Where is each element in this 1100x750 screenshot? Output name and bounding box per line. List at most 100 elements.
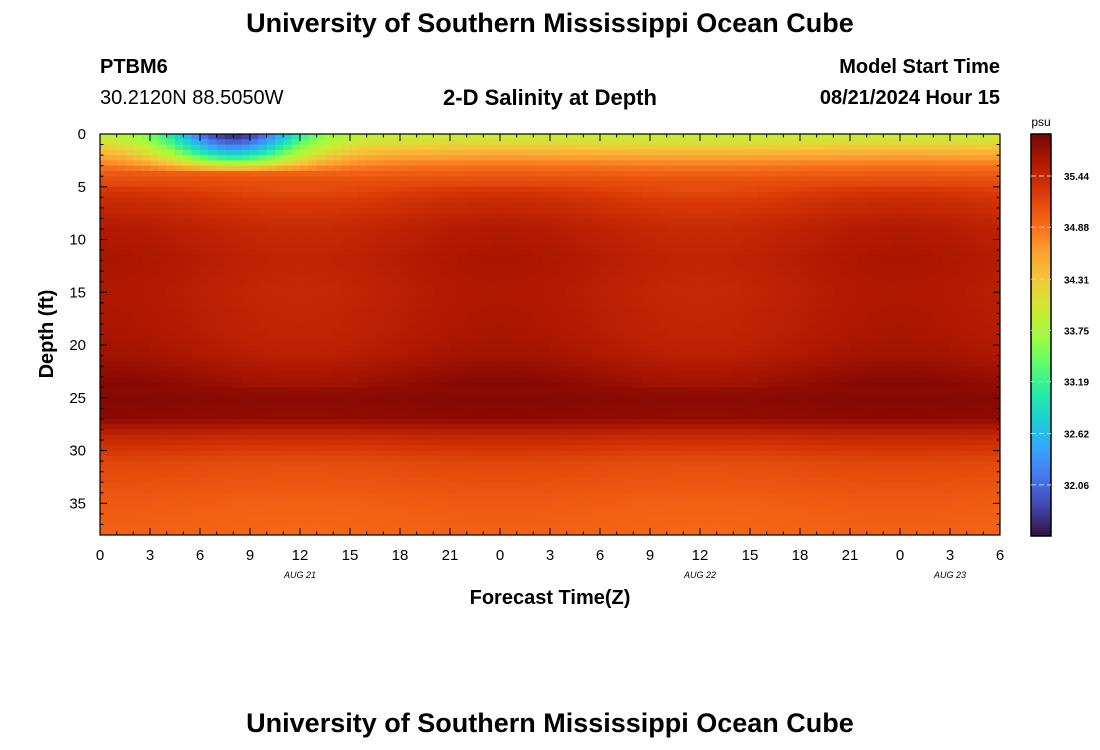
heatmap-cell — [583, 513, 593, 520]
heatmap-cell — [541, 202, 551, 209]
heatmap-cell — [166, 424, 176, 431]
heatmap-cell — [383, 397, 393, 404]
heatmap-cell — [116, 345, 126, 351]
heatmap-cell — [608, 192, 618, 198]
heatmap-cell — [550, 176, 559, 183]
heatmap-cell — [450, 218, 459, 225]
heatmap-cell — [116, 181, 126, 188]
heatmap-cell — [166, 387, 176, 394]
heatmap-cell — [166, 144, 176, 151]
heatmap-cell — [500, 381, 509, 388]
heatmap-cell — [500, 244, 509, 251]
heatmap-cell — [133, 271, 143, 278]
heatmap-cell — [133, 413, 143, 420]
heatmap-cell — [408, 461, 418, 468]
heatmap-cell — [333, 276, 343, 283]
heatmap-cell — [425, 149, 434, 156]
heatmap-cell — [416, 381, 426, 388]
heatmap-cell — [125, 144, 134, 151]
heatmap-cell — [183, 302, 193, 309]
heatmap-cell — [116, 160, 126, 167]
heatmap-cell — [558, 397, 568, 404]
heatmap-cell — [333, 455, 343, 462]
heatmap-cell — [383, 197, 393, 204]
heatmap-cell — [316, 503, 326, 510]
heatmap-cell — [433, 302, 443, 309]
heatmap-cell — [450, 313, 459, 320]
heatmap-cell — [358, 492, 368, 499]
heatmap-cell — [358, 265, 368, 272]
heatmap-cell — [425, 244, 434, 251]
heatmap-cell — [100, 482, 109, 489]
heatmap-cell — [458, 381, 468, 388]
heatmap-cell — [333, 160, 343, 167]
heatmap-cell — [500, 223, 509, 230]
heatmap-cell — [391, 476, 401, 483]
heatmap-cell — [191, 440, 201, 446]
heatmap-cell — [600, 292, 609, 299]
heatmap-cell — [241, 471, 251, 478]
heatmap-cell — [333, 487, 343, 494]
heatmap-cell — [133, 234, 143, 241]
heatmap-cell — [591, 519, 601, 526]
heatmap-cell — [350, 345, 359, 351]
heatmap-cell — [366, 350, 376, 357]
heatmap-cell — [383, 461, 393, 468]
heatmap-cell — [575, 366, 584, 373]
heatmap-cell — [625, 524, 634, 531]
heatmap-cell — [241, 350, 251, 357]
heatmap-cell — [558, 355, 568, 362]
heatmap-cell — [175, 302, 184, 309]
heatmap-cell — [566, 239, 576, 246]
heatmap-cell — [241, 281, 251, 288]
heatmap-cell — [466, 418, 476, 425]
heatmap-cell — [558, 302, 568, 309]
heatmap-cell — [108, 281, 118, 288]
heatmap-cell — [158, 292, 168, 299]
heatmap-cell — [441, 160, 451, 167]
heatmap-cell — [591, 376, 601, 383]
heatmap-cell — [550, 397, 559, 404]
heatmap-cell — [141, 387, 151, 394]
heatmap-cell — [466, 202, 476, 209]
heatmap-cell — [341, 482, 351, 489]
heatmap-cell — [466, 492, 476, 499]
heatmap-cell — [450, 271, 459, 278]
heatmap-cell — [491, 287, 501, 293]
heatmap-cell — [458, 170, 468, 177]
heatmap-cell — [375, 308, 384, 314]
heatmap-cell — [550, 170, 559, 177]
heatmap-cell — [233, 329, 243, 336]
heatmap-cell — [150, 265, 159, 272]
heatmap-cell — [458, 482, 468, 489]
heatmap-cell — [350, 181, 359, 188]
heatmap-cell — [450, 297, 459, 304]
heatmap-cell — [608, 387, 618, 394]
heatmap-cell — [625, 165, 634, 172]
heatmap-cell — [266, 429, 276, 436]
heatmap-cell — [300, 503, 309, 510]
heatmap-cell — [108, 207, 118, 214]
heatmap-cell — [391, 207, 401, 214]
heatmap-cell — [266, 487, 276, 494]
heatmap-cell — [441, 218, 451, 225]
heatmap-cell — [125, 255, 134, 262]
heatmap-cell — [341, 234, 351, 241]
heatmap-cell — [633, 461, 643, 468]
heatmap-cell — [558, 244, 568, 251]
heatmap-cell — [500, 313, 509, 320]
heatmap-cell — [166, 471, 176, 478]
heatmap-cell — [191, 155, 201, 161]
heatmap-cell — [525, 440, 534, 446]
heatmap-cell — [616, 281, 626, 288]
heatmap-cell — [500, 281, 509, 288]
heatmap-cell — [383, 213, 393, 220]
heatmap-cell — [433, 376, 443, 383]
heatmap-cell — [258, 476, 268, 483]
heatmap-cell — [166, 139, 176, 146]
heatmap-cell — [283, 424, 293, 431]
heatmap-cell — [200, 197, 209, 204]
heatmap-cell — [375, 408, 384, 415]
heatmap-cell — [516, 498, 526, 504]
heatmap-cell — [208, 339, 218, 346]
